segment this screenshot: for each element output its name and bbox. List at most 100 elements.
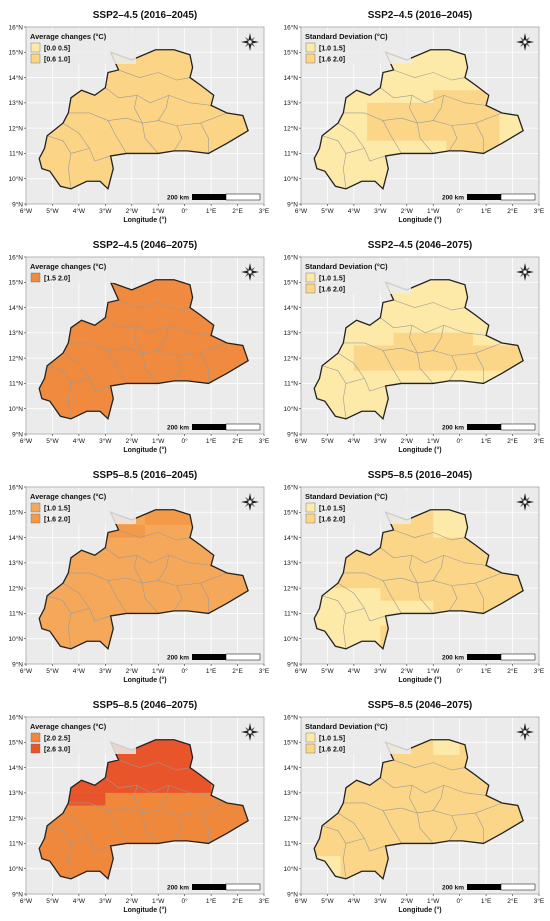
x-tick-label: 5°W bbox=[321, 897, 334, 905]
y-tick-label: 11°N bbox=[284, 150, 298, 158]
legend-swatch bbox=[305, 42, 316, 53]
plot-frame bbox=[300, 716, 540, 895]
admin-boundary bbox=[380, 317, 487, 336]
map-panel: SSP2–4.5 (2046–2075) Average changes (°C)… bbox=[8, 240, 270, 454]
legend-swatch bbox=[30, 513, 41, 524]
admin-boundary bbox=[475, 812, 484, 844]
y-tick-label: 15°N bbox=[8, 739, 23, 747]
x-tick-label: 1°E bbox=[481, 437, 492, 445]
legend-box bbox=[303, 260, 411, 294]
admin-boundary bbox=[382, 810, 402, 844]
admin-boundary bbox=[475, 352, 484, 384]
x-tick-label: 6°W bbox=[295, 437, 308, 445]
x-tick-label: 2°W bbox=[401, 897, 414, 905]
x-tick-label: 3°E bbox=[259, 437, 270, 445]
x-tick-label: 3°W bbox=[374, 667, 387, 675]
x-axis-label: Longitude (°) bbox=[123, 676, 166, 684]
legend-box bbox=[303, 490, 411, 524]
y-tick-label: 10°N bbox=[283, 865, 298, 873]
admin-boundary bbox=[448, 355, 458, 382]
legend-swatch bbox=[30, 53, 41, 64]
x-tick-label: 1°E bbox=[206, 897, 217, 905]
admin-boundary bbox=[105, 777, 212, 796]
panel-title: SSP2–4.5 (2016–2045) bbox=[93, 10, 198, 21]
scale-bar-black bbox=[192, 654, 226, 660]
plot-frame bbox=[300, 26, 540, 205]
x-tick-label: 1°W bbox=[427, 897, 440, 905]
panel-title: SSP2–4.5 (2046–2075) bbox=[368, 240, 473, 251]
legend-swatch bbox=[30, 743, 41, 754]
plot-frame bbox=[25, 486, 265, 665]
admin-boundary bbox=[432, 555, 445, 581]
admin-boundary bbox=[173, 585, 183, 612]
legend-swatch bbox=[305, 743, 316, 754]
x-tick-label: 1°W bbox=[152, 437, 165, 445]
scale-bar-black bbox=[192, 194, 226, 200]
admin-boundary bbox=[200, 582, 209, 614]
legend-swatch bbox=[30, 732, 41, 743]
panel-title: SSP5–8.5 (2046–2075) bbox=[368, 700, 473, 711]
admin-boundary bbox=[475, 122, 484, 154]
x-tick-label: 0° bbox=[457, 667, 464, 675]
x-tick-label: 3°W bbox=[99, 667, 112, 675]
country-border bbox=[38, 739, 249, 881]
x-tick-label: 4°W bbox=[348, 207, 361, 215]
legend-box bbox=[303, 30, 411, 64]
scale-bar-label: 200 km bbox=[442, 425, 464, 432]
legend-title: Standard Deviation (°C) bbox=[305, 492, 388, 501]
x-tick-label: 3°W bbox=[374, 897, 387, 905]
x-tick-label: 1°E bbox=[481, 667, 492, 675]
admin-boundary bbox=[105, 87, 212, 106]
y-tick-label: 9°N bbox=[287, 200, 298, 208]
x-axis-label: Longitude (°) bbox=[123, 446, 166, 454]
value-block bbox=[367, 102, 500, 141]
y-tick-label: 10°N bbox=[8, 405, 23, 413]
admin-boundary bbox=[345, 148, 365, 154]
y-tick-label: 15°N bbox=[283, 509, 298, 517]
y-tick-label: 13°N bbox=[283, 99, 298, 107]
x-tick-label: 3°E bbox=[534, 207, 545, 215]
x-tick-label: 2°E bbox=[232, 667, 243, 675]
x-tick-label: 2°W bbox=[401, 207, 414, 215]
y-tick-label: 10°N bbox=[283, 635, 298, 643]
x-tick-label: 1°W bbox=[427, 667, 440, 675]
admin-boundary bbox=[448, 125, 458, 152]
x-tick-label: 3°W bbox=[374, 207, 387, 215]
y-tick-label: 13°N bbox=[283, 559, 298, 567]
admin-boundary bbox=[107, 580, 127, 614]
admin-boundary bbox=[432, 785, 445, 811]
country-border bbox=[38, 49, 249, 191]
y-tick-label: 10°N bbox=[8, 635, 23, 643]
admin-boundary bbox=[157, 785, 170, 811]
scale-bar-black bbox=[467, 194, 501, 200]
admin-boundary bbox=[134, 325, 143, 354]
x-tick-label: 2°W bbox=[401, 437, 414, 445]
legend-label: [0.6 1.0] bbox=[44, 57, 70, 64]
admin-boundary bbox=[337, 122, 386, 162]
x-tick-label: 1°W bbox=[427, 207, 440, 215]
scale-bar-label: 200 km bbox=[442, 655, 464, 662]
legend-label: [0.0 0.5] bbox=[44, 46, 70, 53]
scale-bar-black bbox=[192, 424, 226, 430]
x-tick-label: 0° bbox=[182, 897, 189, 905]
y-tick-label: 14°N bbox=[283, 304, 298, 312]
legend-box bbox=[28, 260, 136, 283]
y-tick-label: 16°N bbox=[8, 483, 23, 491]
x-tick-label: 2°W bbox=[126, 207, 139, 215]
legend-swatch bbox=[305, 283, 316, 294]
y-tick-label: 16°N bbox=[283, 483, 298, 491]
admin-boundary bbox=[105, 547, 212, 566]
plot-frame bbox=[25, 26, 265, 205]
admin-boundary bbox=[107, 120, 127, 154]
x-tick-label: 5°W bbox=[46, 897, 59, 905]
x-tick-label: 5°W bbox=[321, 437, 334, 445]
y-tick-label: 14°N bbox=[283, 74, 298, 82]
scale-bar-white bbox=[500, 193, 536, 201]
admin-boundary bbox=[382, 350, 402, 384]
admin-boundary bbox=[337, 352, 386, 392]
admin-boundary bbox=[157, 555, 170, 581]
legend-label: [1.6 2.0] bbox=[44, 517, 70, 524]
legend-swatch bbox=[30, 502, 41, 513]
scale-bar-label: 200 km bbox=[442, 885, 464, 892]
y-tick-label: 15°N bbox=[283, 739, 298, 747]
